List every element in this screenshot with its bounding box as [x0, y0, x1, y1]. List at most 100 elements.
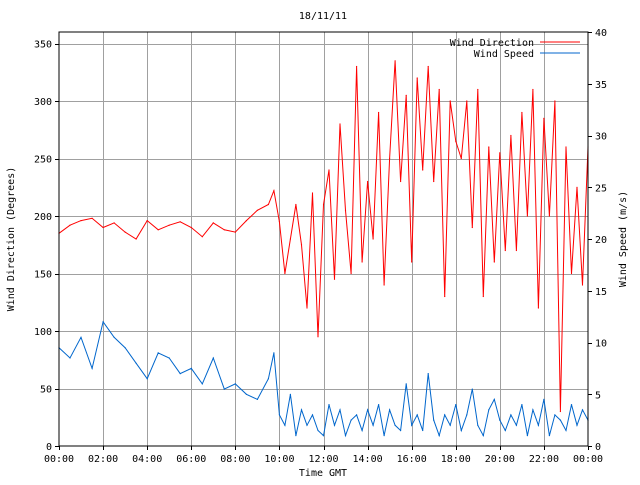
data-point-wind-direction: [438, 88, 440, 91]
data-point-wind-speed: [565, 429, 567, 432]
data-point-wind-speed: [427, 373, 429, 375]
data-point-wind-direction: [449, 100, 451, 102]
data-point-wind-direction: [477, 88, 479, 91]
data-point-wind-speed: [168, 357, 170, 359]
data-point-wind-speed: [146, 378, 148, 380]
grid-lines: [55, 32, 592, 450]
data-point-wind-direction: [548, 215, 551, 217]
y-tick-label-right: 30: [595, 132, 607, 143]
data-point-wind-direction: [471, 226, 473, 229]
data-point-wind-speed: [339, 409, 341, 411]
data-point-wind-speed: [157, 352, 159, 354]
data-point-wind-speed: [102, 321, 104, 323]
y-tick-label-left: 100: [34, 327, 52, 338]
data-point-wind-speed: [411, 424, 413, 426]
x-tick-label: 22:00: [529, 454, 559, 465]
data-point-wind-direction: [576, 186, 578, 188]
data-point-wind-speed: [499, 419, 501, 421]
data-point-wind-speed: [328, 404, 330, 406]
data-point-wind-speed: [223, 388, 225, 390]
y-tick-label-left: 0: [46, 442, 52, 453]
data-point-wind-direction: [394, 60, 396, 62]
y-tick-label-left: 350: [34, 40, 52, 51]
y-tick-label-right: 40: [595, 28, 607, 39]
data-point-wind-direction: [570, 272, 573, 275]
data-point-wind-speed: [256, 398, 258, 400]
data-point-wind-direction: [422, 169, 424, 171]
y-tick-label-right: 10: [595, 339, 607, 350]
data-point-wind-direction: [515, 249, 518, 252]
data-point-wind-speed: [179, 373, 181, 375]
y-tick-label-right: 25: [595, 183, 607, 194]
data-point-wind-speed: [444, 414, 446, 416]
data-point-wind-direction: [537, 307, 540, 309]
data-point-wind-direction: [124, 231, 126, 233]
data-point-wind-direction: [333, 278, 336, 280]
data-point-wind-speed: [576, 424, 578, 426]
data-point-wind-direction: [289, 238, 291, 240]
data-point-wind-direction: [80, 220, 82, 222]
series-line-wind-direction: [58, 60, 589, 412]
data-point-wind-direction: [493, 261, 495, 263]
data-point-wind-direction: [433, 180, 435, 183]
data-point-wind-direction: [69, 224, 71, 226]
data-point-wind-speed: [438, 435, 440, 437]
data-point-wind-direction: [350, 272, 352, 275]
data-point-wind-direction: [201, 236, 203, 238]
data-point-wind-direction: [113, 222, 115, 224]
data-point-wind-speed: [383, 435, 385, 437]
data-point-wind-direction: [91, 217, 93, 219]
y-tick-label-right: 0: [595, 442, 601, 453]
data-point-wind-speed: [559, 419, 562, 421]
data-point-wind-direction: [466, 100, 468, 102]
data-point-wind-speed: [405, 383, 407, 385]
y-tick-label-left: 150: [34, 270, 52, 281]
data-point-wind-speed: [190, 367, 192, 369]
data-point-wind-direction: [273, 190, 275, 192]
data-point-wind-direction: [317, 336, 319, 338]
y-tick-label-left: 250: [34, 155, 52, 166]
x-tick-label: 18:00: [441, 454, 471, 465]
data-point-wind-direction: [455, 140, 457, 142]
data-point-wind-speed: [234, 383, 236, 385]
data-point-wind-direction: [157, 229, 159, 231]
data-point-wind-speed: [537, 424, 540, 426]
data-point-wind-speed: [449, 424, 451, 426]
data-point-wind-speed: [245, 393, 247, 395]
data-point-wind-speed: [532, 409, 534, 411]
data-point-wind-speed: [306, 424, 308, 426]
data-point-wind-speed: [201, 383, 203, 385]
data-point-wind-direction: [367, 180, 369, 183]
data-point-wind-speed: [493, 398, 495, 400]
data-point-wind-direction: [543, 117, 545, 119]
x-tick-label: 06:00: [176, 454, 206, 465]
legend-label-wind-speed: Wind Speed: [474, 49, 534, 60]
x-tick-label: 02:00: [88, 454, 118, 465]
data-point-wind-direction: [510, 134, 512, 137]
legend: Wind Direction Wind Speed: [450, 38, 580, 60]
data-point-wind-direction: [444, 295, 446, 298]
x-tick-label: 14:00: [353, 454, 383, 465]
data-point-wind-speed: [212, 357, 214, 359]
y-tick-label-right: 15: [595, 287, 607, 298]
data-point-wind-speed: [515, 424, 518, 426]
data-point-wind-direction: [427, 65, 429, 68]
data-point-wind-speed: [543, 398, 545, 400]
data-point-wind-direction: [372, 238, 374, 240]
data-point-wind-direction: [499, 152, 501, 154]
data-point-wind-speed: [510, 414, 512, 416]
data-point-wind-speed: [581, 409, 584, 411]
data-point-wind-speed: [466, 414, 468, 416]
x-tick-label: 12:00: [308, 454, 338, 465]
plot-frame: [58, 31, 589, 447]
data-point-wind-direction: [460, 157, 462, 160]
data-point-wind-speed: [570, 404, 573, 406]
data-point-wind-speed: [295, 435, 297, 437]
data-point-wind-direction: [135, 238, 137, 240]
chart-title: 18/11/11: [299, 11, 347, 22]
data-point-wind-speed: [124, 347, 126, 349]
data-point-wind-direction: [102, 226, 104, 229]
data-point-wind-direction: [179, 221, 181, 223]
tick-labels: 00:00 02:00 04:00 06:00 08:00 10:00 12:00 14:00…: [34, 28, 607, 465]
